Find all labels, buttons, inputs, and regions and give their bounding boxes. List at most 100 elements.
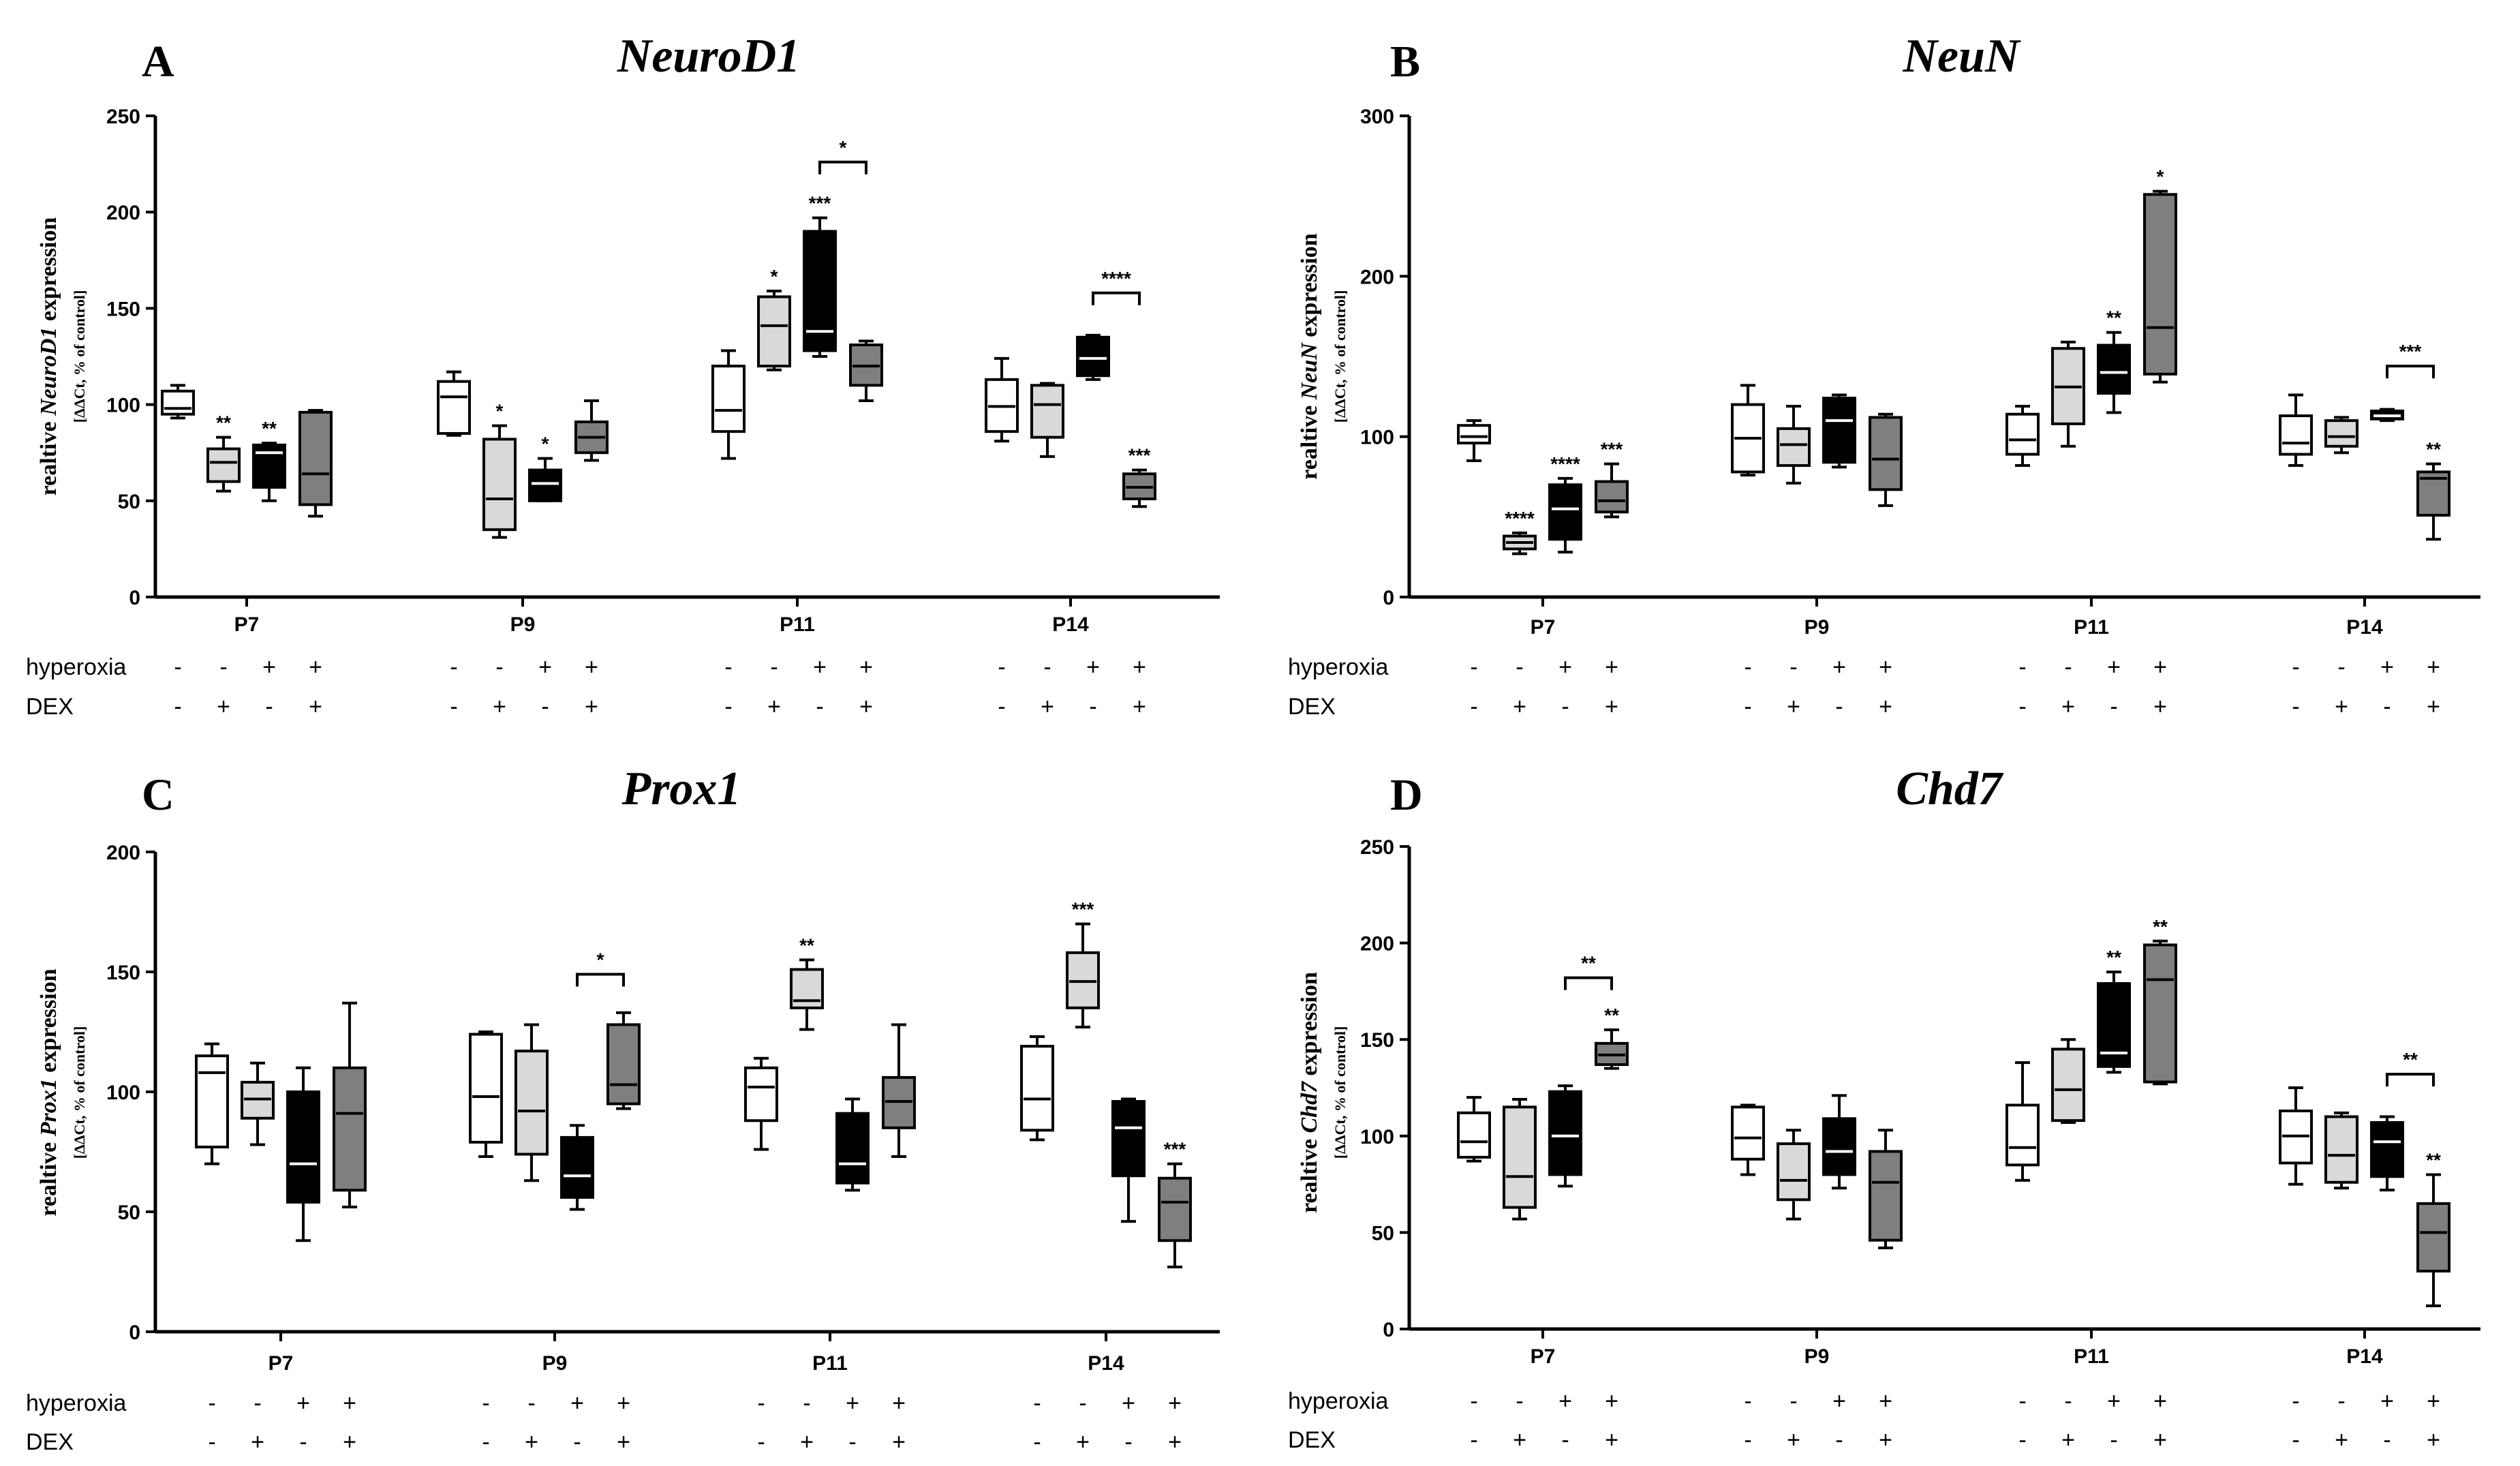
y-axis-label-suffix: expression [1297,233,1322,343]
dex-symbol: - [450,694,457,720]
box-p11-3: *** [803,193,837,358]
y-axis-sublabel: [ΔΔCt, % of control] [1332,1026,1349,1159]
row-label-hyperoxia: hyperoxia [26,1390,127,1416]
bracket-label: ** [1581,953,1596,974]
dex-symbol: - [1561,1427,1569,1453]
hyperoxia-symbol: + [1558,1388,1572,1414]
row-label-dex: DEX [26,694,74,720]
dex-symbol: + [859,694,873,720]
significance-marker: *** [1164,1139,1186,1160]
box-p11-2: * [757,266,791,371]
box-iqr [1822,397,1856,464]
significance-bracket [2386,1073,2435,1087]
dex-symbol: - [1561,694,1569,720]
box-iqr [744,1066,778,1123]
dex-symbol: - [2292,1427,2299,1453]
dex-symbol: - [1744,1427,1751,1453]
box-p14-2: *** [1066,899,1100,1028]
box-iqr [469,1033,503,1144]
box-p7-2: ** [206,412,241,493]
dex-symbol: - [848,1429,856,1455]
y-axis-label-gene: Chd7 [1297,1080,1322,1133]
dex-symbol: + [800,1429,814,1455]
box-p9-1 [1731,384,1765,477]
row-label-dex: DEX [1288,694,1336,720]
dex-symbol: - [2292,694,2299,720]
hyperoxia-symbol: - [1470,654,1477,680]
hyperoxia-symbol: + [585,654,598,680]
box-p11-1 [2006,404,2040,468]
box-iqr [606,1023,641,1105]
box-p14-2 [2324,1111,2358,1190]
hyperoxia-symbol: + [2380,654,2394,680]
hyperoxia-symbol: - [724,654,732,680]
hyperoxia-symbol: + [2153,654,2167,680]
dex-symbol: - [724,694,732,720]
y-axis-label-gene: NeuroD1 [36,327,61,416]
box-p14-1 [1020,1035,1054,1142]
hyperoxia-symbol: - [2337,1388,2345,1414]
box-p7-4: ** [1595,1005,1629,1070]
box-p14-4: *** [1158,1139,1192,1268]
y-axis-label-gene: Prox1 [36,1078,61,1137]
box-p14-4: *** [1122,445,1156,508]
y-axis-sublabel: [ΔΔCt, % of control] [1332,290,1349,423]
dex-symbol: - [1835,694,1843,720]
y-tick-label: 0 [1383,587,1394,609]
box-iqr [2324,1115,2358,1184]
y-tick-label: 100 [106,1082,140,1104]
x-tick-label: P11 [812,1352,848,1375]
hyperoxia-symbol: + [538,654,552,680]
dex-symbol: - [1470,694,1477,720]
panel-c: C Prox1 0 50 100 150 200 realtive Prox1 express… [26,763,1220,1455]
y-tick-label: 0 [1383,1319,1394,1341]
significance-marker: ** [2153,916,2168,937]
y-tick-label: 300 [1360,106,1394,128]
dex-symbol: - [541,694,549,720]
x-tick-label: P14 [1052,613,1089,636]
y-tick-label: 200 [1360,933,1394,956]
dex-symbol: + [2427,694,2440,720]
box-iqr [1030,384,1064,439]
box-iqr [711,365,746,433]
box-p7-1 [1457,419,1491,462]
hyperoxia-symbol: + [813,654,827,680]
hyperoxia-symbol: - [2064,1388,2072,1414]
hyperoxia-symbol: - [482,1390,489,1416]
hyperoxia-symbol: + [2427,1388,2440,1414]
box-p9-1 [469,1030,503,1159]
panel-title: NeuroD1 [617,30,800,82]
box-iqr [1548,483,1582,541]
dex-symbol: - [265,694,273,720]
dex-symbol: + [525,1429,538,1455]
dex-symbol: + [2153,1427,2167,1453]
dex-symbol: + [2061,694,2075,720]
box-iqr [2279,414,2313,456]
y-axis-label-gene: NeuN [1297,342,1322,401]
dex-symbol: - [2018,694,2026,720]
significance-marker: ** [2426,1149,2441,1170]
dex-symbol: - [2110,694,2117,720]
x-tick-label: P9 [1804,616,1830,639]
panel-letter: C [142,770,174,820]
x-tick-label: P7 [1531,616,1556,639]
box-p11-4: * [2143,166,2177,384]
hyperoxia-symbol: - [1043,654,1051,680]
dex-symbol: - [1744,694,1751,720]
dex-symbol: - [1089,694,1096,720]
hyperoxia-symbol: + [1086,654,1100,680]
significance-bracket [1564,976,1613,990]
y-axis-label-suffix: expression [36,968,61,1078]
box-iqr [437,380,471,435]
panel-a: A NeuroD1 0 50 100 150 200 250 realtive NeuroD1 … [26,30,1220,720]
bracket-label: **** [1101,268,1131,289]
dex-symbol: + [217,694,230,720]
bracket-label: * [840,137,847,158]
box-p14-2 [2324,416,2358,455]
y-axis-label: realtive Prox1 expression [36,968,61,1216]
dex-symbol: + [1133,694,1146,720]
hyperoxia-symbol: + [309,654,322,680]
hyperoxia-symbol: + [859,654,873,680]
box-p9-4 [1869,1129,1903,1250]
dex-symbol: + [617,1429,630,1455]
